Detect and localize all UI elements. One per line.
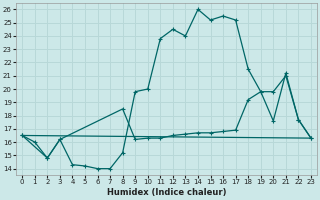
X-axis label: Humidex (Indice chaleur): Humidex (Indice chaleur) <box>107 188 226 197</box>
